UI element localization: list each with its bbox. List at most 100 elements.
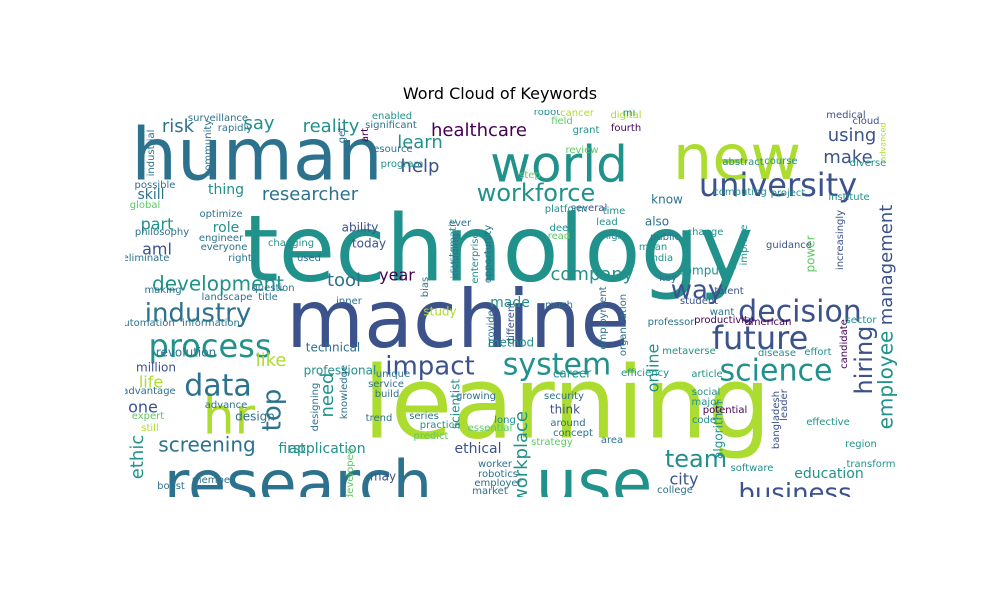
word-aml: aml <box>142 240 172 259</box>
word-ml: ml <box>623 110 636 119</box>
word-build: build <box>375 389 400 400</box>
word-optimize: optimize <box>199 209 242 220</box>
word-workplace: workplace <box>511 411 532 497</box>
word-robotics: robotics <box>478 469 518 480</box>
word-service: service <box>368 379 404 390</box>
word-management: management <box>876 205 897 326</box>
word-predict: predict <box>414 431 449 442</box>
word-system: system <box>503 348 611 383</box>
word-using: using <box>828 125 877 146</box>
word-code: code <box>692 415 716 426</box>
word-knowledge: knowledge <box>339 365 350 419</box>
word-expert: expert <box>132 411 165 422</box>
word-education: education <box>794 466 863 482</box>
word-metaverse: metaverse <box>662 346 716 357</box>
word-power: power <box>804 235 818 272</box>
word-growing: growing <box>456 391 496 402</box>
word-question: question <box>251 283 294 294</box>
word-new: new <box>673 121 801 194</box>
word-application: application <box>288 441 365 457</box>
word-disease: disease <box>758 348 796 359</box>
word-advanced: advanced <box>879 122 888 161</box>
word-today: today <box>352 237 386 251</box>
word-key: key <box>659 273 677 284</box>
word-systematic: systematic <box>448 219 459 273</box>
word-unique: unique <box>376 369 410 380</box>
word-improve: improve <box>739 225 750 266</box>
word-community: community <box>203 120 214 176</box>
word-information: information <box>182 318 240 329</box>
word-career: career <box>553 367 591 381</box>
word-efficiency: efficiency <box>621 368 669 379</box>
word-mean: mean <box>639 242 667 253</box>
word-also: also <box>645 215 669 229</box>
word-million: million <box>136 361 176 375</box>
word-trend: trend <box>366 413 393 424</box>
word-research: research <box>164 447 432 497</box>
word-process: process <box>149 327 272 365</box>
word-need: need <box>317 373 338 418</box>
word-region: region <box>845 439 877 450</box>
word-long: long <box>494 415 516 426</box>
word-grant: grant <box>573 125 600 136</box>
word-social: social <box>692 387 721 398</box>
word-course: course <box>764 156 797 167</box>
word-university: university <box>699 166 857 204</box>
word-city: city <box>670 470 699 489</box>
word-effective: effective <box>806 417 849 428</box>
word-hr: hr <box>203 388 256 446</box>
word-like: like <box>256 350 287 371</box>
word-eliminate: eliminate <box>125 253 169 264</box>
word-worker: worker <box>478 459 513 470</box>
word-know: know <box>651 193 683 207</box>
word-made: made <box>490 295 530 311</box>
word-art: art <box>360 128 371 142</box>
word-provide: provide <box>486 310 497 348</box>
word-revolution: revolution <box>156 346 216 360</box>
word-public: public <box>650 232 680 243</box>
word-used: used <box>297 253 321 264</box>
word-opportunity: opportunity <box>483 225 494 283</box>
word-institute: institute <box>828 192 869 203</box>
word-development: development <box>152 272 284 296</box>
word-practice: practice <box>420 420 460 431</box>
word-concept: concept <box>553 428 593 439</box>
word-healthcare: healthcare <box>431 120 527 141</box>
word-everyone: everyone <box>201 242 248 253</box>
word-industry: industry <box>145 299 252 329</box>
word-field: field <box>551 116 573 127</box>
word-machine: machine <box>286 273 630 366</box>
word-researcher: researcher <box>262 184 359 205</box>
word-increasingly: increasingly <box>835 210 846 270</box>
word-significant: significant <box>365 120 417 131</box>
word-want: want <box>710 307 735 318</box>
word-program: program <box>381 159 424 170</box>
word-science: science <box>720 354 833 389</box>
word-way: way <box>671 276 724 306</box>
word-global: global <box>130 200 161 211</box>
word-life: life <box>139 373 163 392</box>
word-guidance: guidance <box>766 240 812 251</box>
word-use: use <box>536 445 653 497</box>
word-area: area <box>601 435 623 446</box>
word-market: market <box>472 486 508 497</box>
word-fourth: fourth <box>611 123 641 134</box>
word-business: business <box>738 479 851 498</box>
word-human: human <box>131 113 382 197</box>
word-ethical: ethical <box>454 441 501 457</box>
word-online: online <box>644 344 663 393</box>
word-still: still <box>141 423 158 434</box>
word-ability: ability <box>342 221 379 235</box>
word-enterprise: enterprise <box>470 232 481 283</box>
word-rapidly: rapidly <box>218 123 252 134</box>
word-review: review <box>565 145 598 156</box>
word-resource: resource <box>369 144 412 155</box>
word-year: year <box>379 266 415 285</box>
word-role: role <box>213 220 240 236</box>
word-design: design <box>235 410 275 424</box>
word-platform: platform <box>545 204 588 215</box>
word-effort: effort <box>804 347 831 358</box>
word-one: one <box>128 398 158 417</box>
word-organization: organization <box>618 294 629 356</box>
